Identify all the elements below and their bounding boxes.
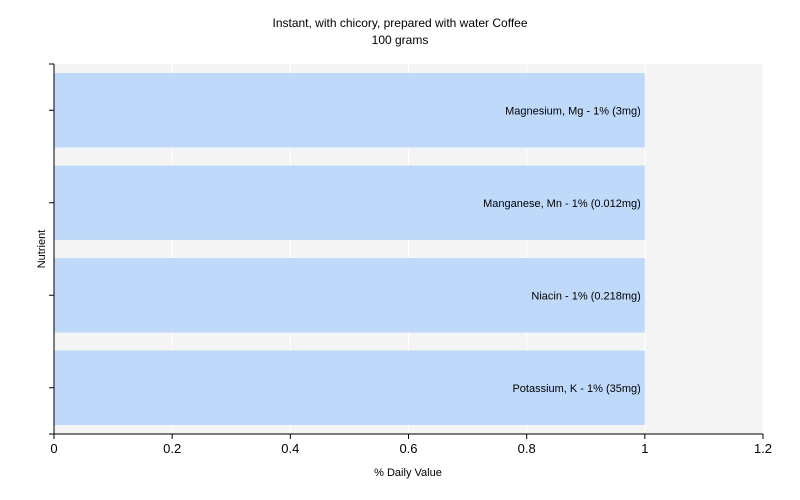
x-tick-label: 0.4 <box>281 441 299 456</box>
x-tick-label: 0.8 <box>518 441 536 456</box>
x-tick-label: 1.2 <box>754 441 772 456</box>
y-axis-label: Nutrient <box>36 230 48 269</box>
chart-subtitle: 100 grams <box>372 33 429 47</box>
x-axis-label: % Daily Value <box>374 467 442 479</box>
bar <box>54 350 645 425</box>
bar <box>54 73 645 148</box>
x-tick-label: 1 <box>641 441 648 456</box>
x-tick-label: 0.2 <box>163 441 181 456</box>
bar-label: Magnesium, Mg - 1% (3mg) <box>505 105 641 117</box>
chart-title: Instant, with chicory, prepared with wat… <box>272 16 527 30</box>
bar-label: Niacin - 1% (0.218mg) <box>531 290 640 302</box>
axes: 0 0.2 0.4 0.6 0.8 1 1.2 <box>49 63 772 456</box>
bar <box>54 165 645 240</box>
x-tick-label: 0.6 <box>399 441 417 456</box>
bar <box>54 258 645 333</box>
bar-label: Manganese, Mn - 1% (0.012mg) <box>483 198 641 210</box>
bars: Magnesium, Mg - 1% (3mg) Manganese, Mn - … <box>54 73 645 425</box>
bar-label: Potassium, K - 1% (35mg) <box>512 383 640 395</box>
x-tick-label: 0 <box>50 441 57 456</box>
